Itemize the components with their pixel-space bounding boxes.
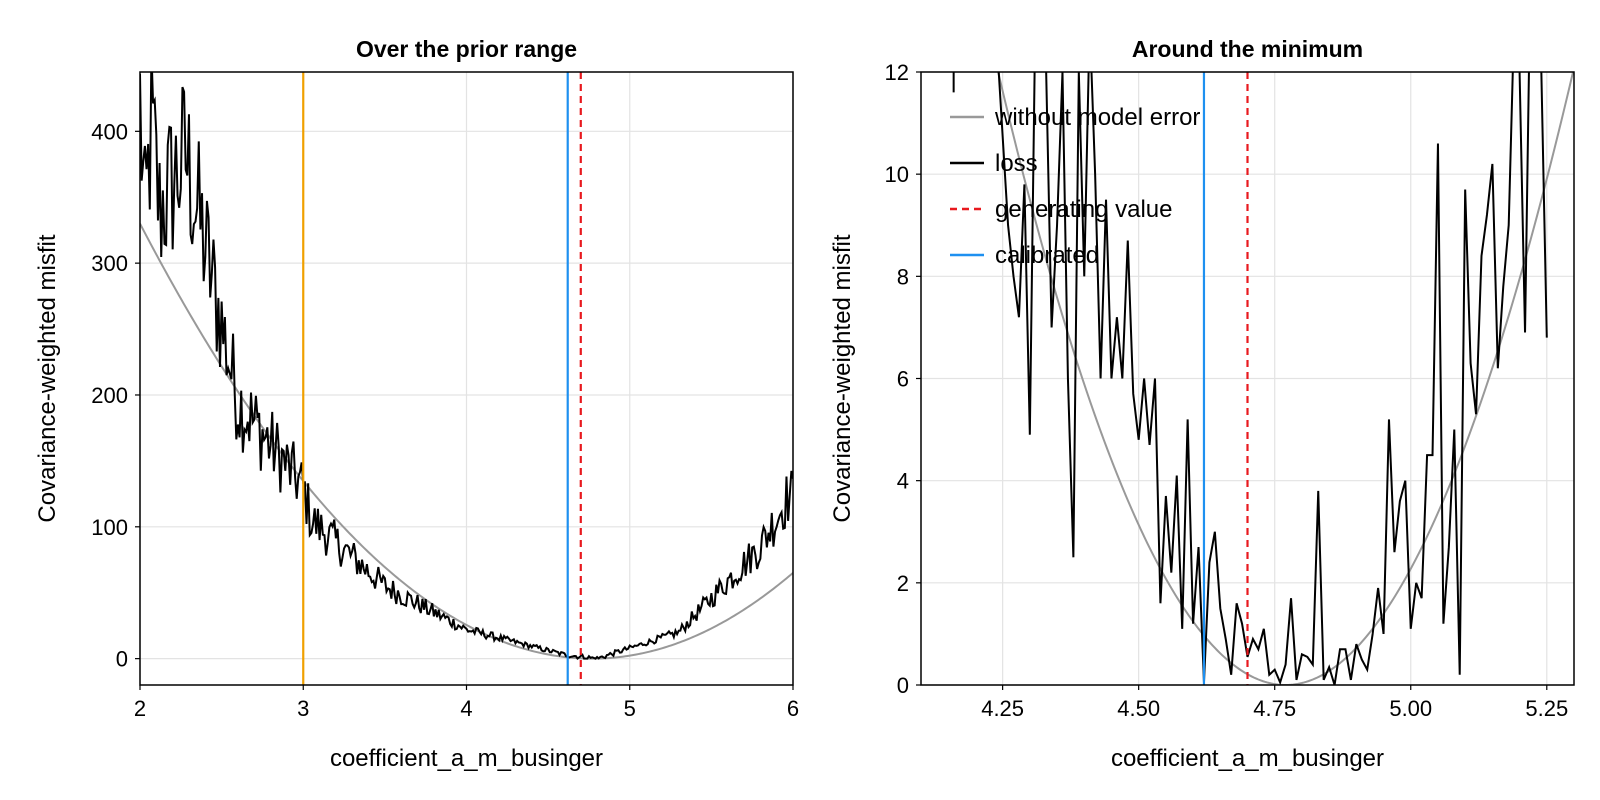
y-tick-label: 100	[91, 515, 128, 540]
right-legend: without model error loss generating value c…	[950, 104, 1200, 269]
x-tick-label: 4	[460, 696, 472, 721]
left-title: Over the prior range	[356, 36, 577, 62]
right-ticks: 4.25 4.50 4.75 5.00 5.25 0 2 4 6 8 10 12	[885, 60, 1569, 721]
y-tick-label: 300	[91, 251, 128, 276]
y-tick-label: 10	[885, 162, 909, 187]
curve-loss	[140, 72, 793, 660]
x-tick-label: 5.25	[1525, 696, 1568, 721]
right-x-axis-label: coefficient_a_m_businger	[1111, 745, 1384, 772]
left-series-group	[140, 72, 793, 685]
left-grid	[139, 72, 794, 685]
x-tick-label: 3	[297, 696, 309, 721]
x-tick-label: 5	[624, 696, 636, 721]
panel-around-minimum: 4.25 4.50 4.75 5.00 5.25 0 2 4 6 8 10 12 without mo…	[829, 36, 1575, 772]
legend-label: generating value	[995, 196, 1172, 223]
y-tick-label: 200	[91, 383, 128, 408]
x-tick-label: 4.50	[1117, 696, 1160, 721]
left-y-axis-label: Covariance-weighted misfit	[34, 234, 61, 522]
x-tick-label: 4.75	[1253, 696, 1296, 721]
y-tick-label: 12	[885, 60, 909, 85]
left-ticks: 2 3 4 5 6 0 100 200 300 400	[91, 119, 799, 721]
curve-loss	[952, 72, 1548, 685]
y-tick-label: 0	[116, 647, 128, 672]
curve-without-model-error	[140, 223, 793, 660]
legend-label: calibrated	[995, 242, 1099, 269]
right-y-axis-label: Covariance-weighted misfit	[829, 234, 856, 522]
x-tick-label: 4.25	[981, 696, 1024, 721]
right-plot-area	[952, 72, 1574, 685]
y-tick-label: 6	[897, 367, 909, 392]
x-tick-label: 6	[787, 696, 799, 721]
y-tick-label: 8	[897, 264, 909, 289]
x-tick-label: 5.00	[1389, 696, 1432, 721]
left-x-axis-label: coefficient_a_m_businger	[330, 745, 603, 772]
y-tick-label: 4	[897, 469, 909, 494]
y-tick-label: 400	[91, 119, 128, 144]
left-plot-area	[140, 72, 793, 685]
right-title: Around the minimum	[1132, 36, 1363, 62]
y-tick-label: 2	[897, 571, 909, 596]
legend-label: loss	[995, 150, 1038, 177]
y-tick-label: 0	[897, 673, 909, 698]
x-tick-label: 2	[134, 696, 146, 721]
legend-label: without model error	[994, 104, 1200, 131]
right-series-group	[952, 72, 1574, 685]
